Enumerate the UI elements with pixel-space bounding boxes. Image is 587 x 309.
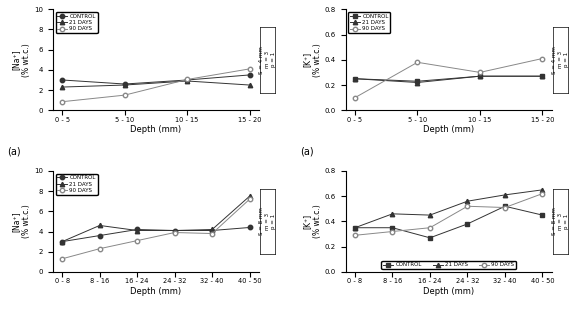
CONTROL (134, 228, 141, 231)
90 DAYS (426, 226, 433, 230)
21 DAYS (539, 188, 546, 192)
CONTROL (539, 213, 546, 217)
CONTROL (477, 74, 484, 78)
21 DAYS (352, 226, 359, 230)
21 DAYS (184, 79, 191, 83)
Line: 21 DAYS: 21 DAYS (60, 79, 252, 89)
Text: S = 4 mm
m = 3
p = 1: S = 4 mm m = 3 p = 1 (259, 46, 276, 74)
Legend: CONTROL, 21 DAYS, 90 DAYS: CONTROL, 21 DAYS, 90 DAYS (56, 12, 97, 33)
X-axis label: Depth (mm): Depth (mm) (423, 287, 474, 296)
Line: 90 DAYS: 90 DAYS (353, 56, 545, 100)
CONTROL (389, 226, 396, 230)
Text: (b): (b) (300, 308, 314, 309)
CONTROL (171, 229, 178, 232)
21 DAYS (134, 229, 141, 232)
Y-axis label: [Na⁺]
(% wt.c.): [Na⁺] (% wt.c.) (12, 43, 31, 77)
CONTROL (121, 82, 128, 86)
Text: S = 8 mm
m = 3
p = 1: S = 8 mm m = 3 p = 1 (259, 207, 276, 235)
90 DAYS (246, 67, 253, 71)
CONTROL (352, 226, 359, 230)
Line: 90 DAYS: 90 DAYS (60, 67, 252, 104)
Y-axis label: [K⁺]
(% wt.c.): [K⁺] (% wt.c.) (302, 205, 322, 238)
Line: 21 DAYS: 21 DAYS (353, 74, 545, 85)
90 DAYS (121, 93, 128, 97)
Y-axis label: [Na⁺]
(% wt.c.): [Na⁺] (% wt.c.) (12, 205, 31, 238)
Text: S = 4 mm
m = 3
p = 1: S = 4 mm m = 3 p = 1 (552, 46, 569, 74)
21 DAYS (59, 240, 66, 243)
Line: CONTROL: CONTROL (60, 73, 252, 86)
X-axis label: Depth (mm): Depth (mm) (130, 287, 181, 296)
21 DAYS (501, 193, 508, 197)
21 DAYS (208, 228, 215, 231)
90 DAYS (96, 247, 103, 251)
21 DAYS (414, 81, 421, 84)
Legend: CONTROL, 21 DAYS, 90 DAYS: CONTROL, 21 DAYS, 90 DAYS (348, 12, 390, 33)
90 DAYS (477, 70, 484, 74)
Line: CONTROL: CONTROL (353, 74, 545, 83)
90 DAYS (246, 197, 253, 201)
21 DAYS (246, 194, 253, 198)
CONTROL (184, 78, 191, 82)
CONTROL (501, 205, 508, 208)
21 DAYS (96, 224, 103, 227)
21 DAYS (464, 199, 471, 203)
CONTROL (464, 222, 471, 226)
90 DAYS (171, 231, 178, 235)
Text: (a): (a) (8, 147, 21, 157)
90 DAYS (184, 78, 191, 81)
21 DAYS (246, 83, 253, 87)
90 DAYS (464, 205, 471, 208)
CONTROL (246, 73, 253, 77)
90 DAYS (134, 239, 141, 243)
90 DAYS (414, 61, 421, 64)
Legend: CONTROL, 21 DAYS, 90 DAYS: CONTROL, 21 DAYS, 90 DAYS (56, 174, 97, 195)
CONTROL (59, 240, 66, 243)
90 DAYS (208, 232, 215, 235)
21 DAYS (352, 77, 359, 81)
Text: S = 8 mm
m = 3
p = 1: S = 8 mm m = 3 p = 1 (552, 207, 569, 235)
90 DAYS (352, 96, 359, 99)
21 DAYS (426, 213, 433, 217)
CONTROL (59, 78, 66, 82)
CONTROL (246, 226, 253, 229)
90 DAYS (539, 192, 546, 196)
CONTROL (539, 74, 546, 78)
21 DAYS (171, 229, 178, 232)
Legend: CONTROL, 21 DAYS, 90 DAYS: CONTROL, 21 DAYS, 90 DAYS (382, 261, 516, 269)
90 DAYS (59, 100, 66, 104)
CONTROL (96, 234, 103, 237)
CONTROL (414, 79, 421, 83)
Y-axis label: [K⁺]
(% wt.c.): [K⁺] (% wt.c.) (302, 43, 322, 77)
Line: 21 DAYS: 21 DAYS (60, 194, 252, 244)
CONTROL (208, 229, 215, 232)
21 DAYS (59, 85, 66, 89)
21 DAYS (477, 74, 484, 78)
21 DAYS (121, 83, 128, 87)
Text: (b): (b) (8, 308, 21, 309)
90 DAYS (539, 57, 546, 60)
90 DAYS (59, 257, 66, 261)
Line: 90 DAYS: 90 DAYS (60, 197, 252, 261)
21 DAYS (389, 212, 396, 216)
Text: (a): (a) (300, 147, 314, 157)
21 DAYS (539, 74, 546, 78)
X-axis label: Depth (mm): Depth (mm) (423, 125, 474, 134)
Line: 21 DAYS: 21 DAYS (353, 188, 545, 230)
X-axis label: Depth (mm): Depth (mm) (130, 125, 181, 134)
Line: CONTROL: CONTROL (60, 225, 252, 244)
Line: 90 DAYS: 90 DAYS (353, 191, 545, 238)
90 DAYS (352, 233, 359, 237)
90 DAYS (389, 230, 396, 233)
CONTROL (352, 77, 359, 81)
CONTROL (426, 236, 433, 240)
Line: CONTROL: CONTROL (353, 204, 545, 240)
90 DAYS (501, 206, 508, 210)
